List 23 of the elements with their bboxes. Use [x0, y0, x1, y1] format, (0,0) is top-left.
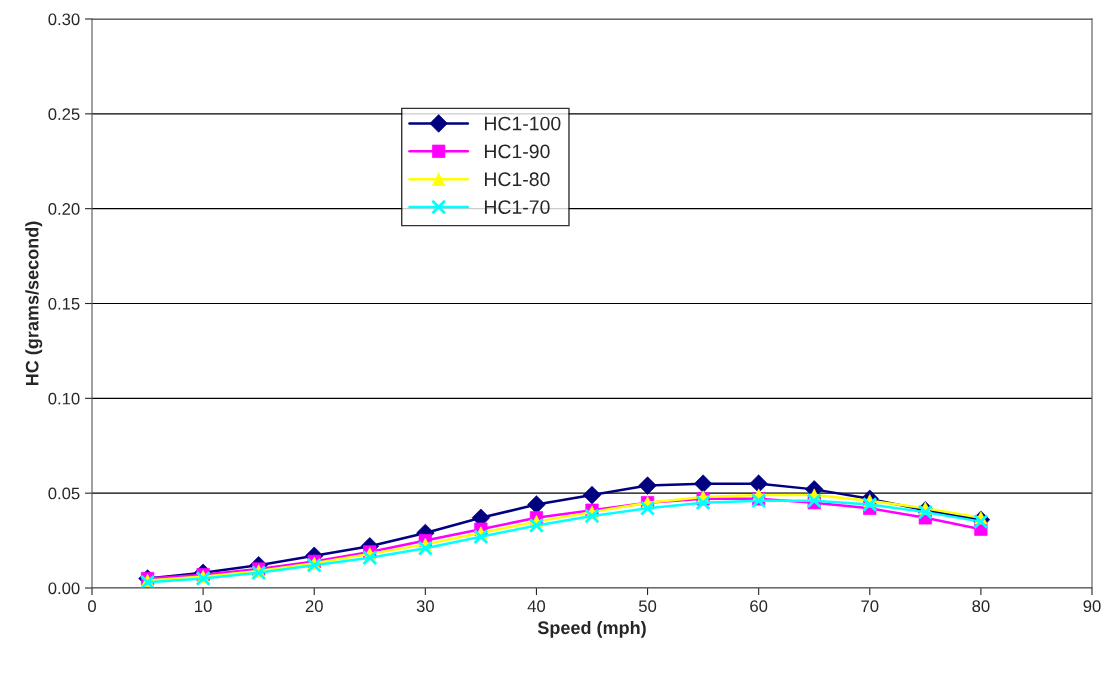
- y-tick-label: 0.10: [48, 392, 80, 405]
- x-tick-label: 60: [750, 600, 768, 613]
- x-tick-label: 70: [861, 600, 879, 613]
- x-tick-label: 0: [88, 600, 96, 613]
- x-tick-label: 20: [305, 600, 323, 613]
- y-tick-label: 0.25: [48, 108, 80, 121]
- y-tick-label: 0.05: [48, 487, 80, 500]
- y-tick-label: 0.00: [48, 582, 80, 595]
- legend-label: HC1-80: [484, 172, 550, 187]
- y-tick-label: 0.15: [48, 297, 80, 310]
- x-tick-label: 40: [527, 600, 546, 613]
- y-tick-label: 0.20: [48, 203, 80, 215]
- x-tick-label: 10: [195, 600, 212, 613]
- legend-label: HC1-90: [484, 144, 550, 159]
- x-tick-label: 80: [972, 600, 990, 613]
- x-axis-title: Speed (mph): [537, 620, 646, 638]
- x-tick-label: 30: [416, 600, 434, 613]
- x-tick-label: 90: [1083, 600, 1101, 613]
- legend-label: HC1-100: [484, 116, 561, 131]
- legend-label: HC1-70: [484, 200, 550, 214]
- y-tick-label: 0.30: [48, 13, 80, 26]
- y-axis-title: HC (grams/second): [25, 221, 43, 386]
- x-tick-label: 50: [638, 600, 657, 613]
